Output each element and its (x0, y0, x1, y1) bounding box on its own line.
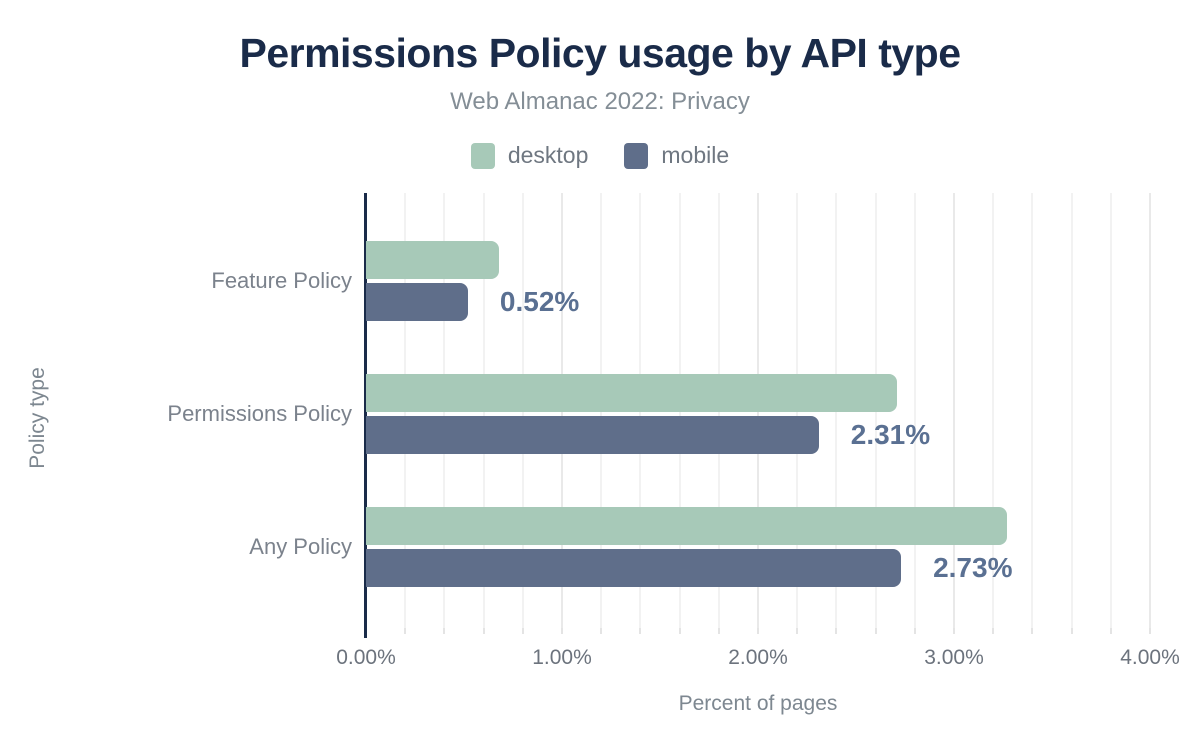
x-axis-tick (913, 628, 916, 634)
gridline (1070, 193, 1073, 628)
bar-mobile-feature-policy[interactable] (366, 283, 468, 321)
x-axis-tick (1070, 628, 1073, 634)
x-tick-label-100: 1.00% (532, 646, 592, 669)
x-axis-tick (482, 628, 485, 634)
y-axis-title: Policy type (26, 367, 49, 469)
gridline (1149, 193, 1151, 628)
x-axis-tick (757, 628, 759, 634)
x-axis-tick (521, 628, 524, 634)
gridline (1031, 193, 1034, 628)
x-axis-tick (404, 628, 407, 634)
bar-desktop-feature-policy[interactable] (366, 241, 500, 279)
legend-item-desktop: desktop (470, 142, 589, 169)
gridline (913, 193, 916, 628)
x-axis-tick (1149, 628, 1151, 634)
gridline (992, 193, 995, 628)
value-label-permissions-policy: 2.31% (850, 419, 931, 450)
gridline (1109, 193, 1112, 628)
x-axis-tick (678, 628, 681, 634)
legend-label-desktop: desktop (507, 142, 589, 168)
legend: desktop mobile (0, 142, 1200, 169)
y-axis-line (364, 193, 367, 638)
legend-item-mobile: mobile (624, 142, 729, 169)
chart-subtitle: Web Almanac 2022: Privacy (450, 88, 750, 115)
category-label-feature-policy: Feature Policy (211, 268, 352, 293)
mobile-swatch-icon (624, 142, 649, 169)
bar-desktop-permissions-policy[interactable] (366, 374, 898, 412)
x-axis-tick (639, 628, 642, 634)
x-axis-tick (443, 628, 446, 634)
bar-desktop-any-policy[interactable] (366, 507, 1007, 545)
x-tick-label-200: 2.00% (728, 646, 788, 669)
x-axis-tick (992, 628, 995, 634)
legend-label-mobile: mobile (661, 142, 730, 168)
x-axis-tick (796, 628, 799, 634)
bar-mobile-any-policy[interactable] (366, 549, 902, 587)
gridline (953, 193, 955, 628)
desktop-swatch-icon (470, 142, 495, 169)
x-tick-label-400: 4.00% (1120, 646, 1180, 669)
x-axis-tick (953, 628, 955, 634)
x-axis-tick (1109, 628, 1112, 634)
value-label-any-policy: 2.73% (933, 552, 1013, 583)
x-axis-tick (600, 628, 603, 634)
category-label-any-policy: Any Policy (249, 534, 352, 559)
category-label-permissions-policy: Permissions Policy (167, 401, 352, 426)
x-axis-tick (835, 628, 838, 634)
x-axis-tick (561, 628, 563, 634)
x-tick-label-000: 0.00% (336, 646, 396, 669)
bar-mobile-permissions-policy[interactable] (366, 416, 819, 454)
x-axis-title: Percent of pages (678, 692, 838, 715)
value-label-feature-policy: 0.52% (499, 286, 580, 317)
x-axis-tick (874, 628, 877, 634)
x-axis-tick (1031, 628, 1034, 634)
chart-title: Permissions Policy usage by API type (239, 30, 961, 76)
x-axis-tick (717, 628, 720, 634)
x-tick-label-300: 3.00% (924, 646, 984, 669)
